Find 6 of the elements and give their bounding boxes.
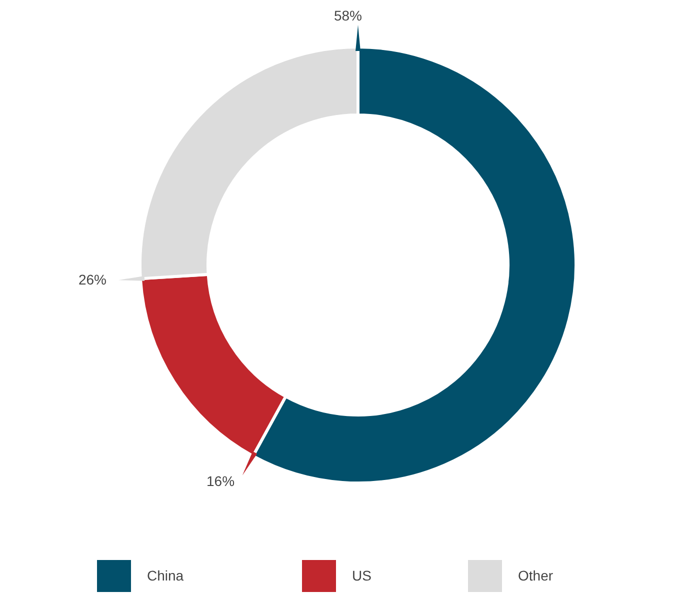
legend-label: US: [352, 568, 372, 584]
data-label: 58%: [334, 8, 362, 24]
data-label: 26%: [78, 271, 106, 288]
data-label: 16%: [206, 473, 235, 490]
legend-label: Other: [518, 568, 554, 584]
legend-label: China: [147, 568, 184, 584]
